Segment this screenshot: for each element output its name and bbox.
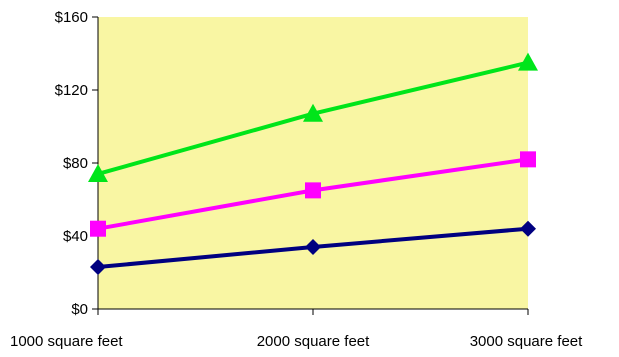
square-point (520, 151, 536, 168)
y-tick-label: $40 (63, 228, 88, 245)
y-tick-label: $160 (55, 9, 88, 26)
x-tick-label: 3000 square feet (470, 333, 583, 350)
labels-layer: $0 $40 $80 $120 $160 1000 square feet 2000 squ… (10, 9, 583, 350)
y-tick-label: $80 (63, 155, 88, 172)
triangle-point (303, 103, 323, 122)
diamond-point (90, 259, 106, 276)
series-layer (88, 52, 538, 276)
diamond-point (305, 238, 321, 255)
square-point (90, 220, 106, 237)
square-point (305, 182, 321, 199)
x-tick-label: 2000 square feet (257, 333, 370, 350)
triangle-point (88, 163, 108, 182)
diamond-point (520, 220, 536, 237)
plot-area (98, 17, 528, 309)
y-tick-label: $120 (55, 82, 88, 99)
x-tick-label: 1000 square feet (10, 333, 123, 350)
y-tick-label: $0 (71, 301, 88, 318)
triangle-point (518, 52, 538, 71)
